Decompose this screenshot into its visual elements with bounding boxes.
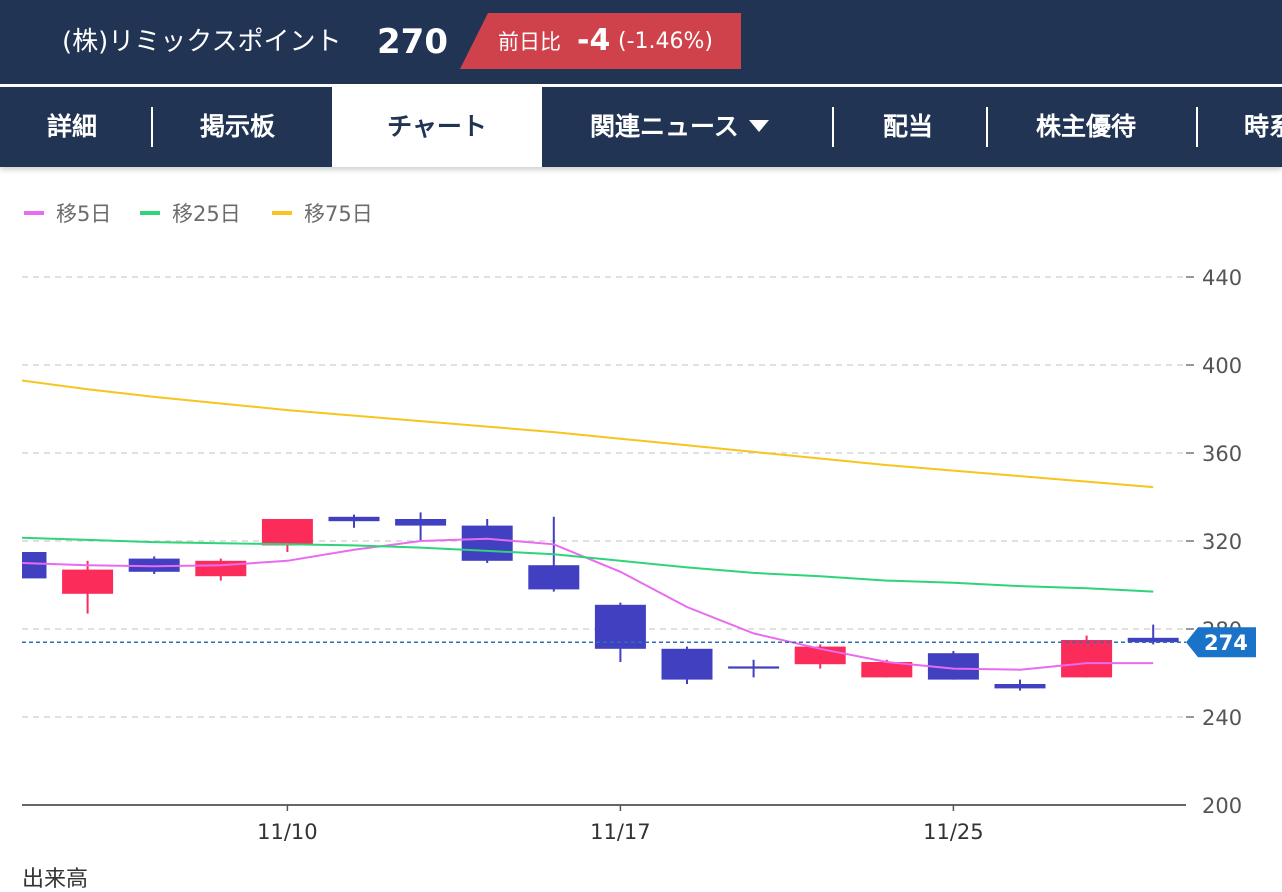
legend-item-ma25[interactable]: 移25日 xyxy=(140,200,241,228)
candle-body[interactable] xyxy=(994,684,1046,689)
candle-body[interactable] xyxy=(528,565,580,590)
y-tick-label: 440 xyxy=(1202,266,1242,290)
candle-body[interactable] xyxy=(1061,640,1113,678)
candle-body[interactable] xyxy=(0,552,47,579)
legend-label-ma25: 移25日 xyxy=(172,202,241,226)
ma-line-2 xyxy=(22,379,1154,489)
x-tick-label: 11/25 xyxy=(923,820,984,844)
plot-area xyxy=(0,379,1179,691)
legend-swatch-ma5 xyxy=(24,211,44,215)
change-value: -4 xyxy=(577,23,611,58)
x-tick-label: 11/10 xyxy=(257,820,318,844)
candle-body[interactable] xyxy=(328,516,380,522)
candle-body[interactable] xyxy=(1127,637,1179,643)
legend-item-ma5[interactable]: 移5日 xyxy=(24,200,111,228)
change-percent: (-1.46%) xyxy=(618,29,713,54)
candle-body[interactable] xyxy=(728,666,780,669)
candle-body[interactable] xyxy=(261,519,313,546)
y-tick-label: 320 xyxy=(1202,530,1242,554)
caret-down-icon xyxy=(748,120,769,132)
stock-header: (株)リミックスポイント 270 前日比 -4 (-1.46%) xyxy=(0,0,1282,84)
candle-body[interactable] xyxy=(661,648,713,680)
current-price-label: 274 xyxy=(1204,631,1248,655)
tab-shareholder-benefits[interactable]: 株主優待 xyxy=(1036,112,1137,141)
tab-details[interactable]: 詳細 xyxy=(47,112,98,141)
legend-label-ma75: 移75日 xyxy=(304,202,373,226)
tab-dividend[interactable]: 配当 xyxy=(883,112,934,141)
tab-bar: 詳細 掲示板 チャート 関連ニュース 配当 株主優待 時系 xyxy=(0,87,1282,167)
stock-name: (株)リミックスポイント xyxy=(62,27,342,57)
tab-separator xyxy=(986,107,988,147)
tab-news-label: 関連ニュース xyxy=(590,112,739,141)
y-tick-label: 240 xyxy=(1202,706,1242,730)
ma-line-1 xyxy=(22,536,1154,593)
candle-body[interactable] xyxy=(62,569,114,594)
tab-separator xyxy=(1196,107,1198,147)
x-tick-label: 11/17 xyxy=(590,820,651,844)
current-price-tag xyxy=(1186,627,1256,658)
candle-body[interactable] xyxy=(461,525,513,561)
legend-swatch-ma25 xyxy=(140,211,160,215)
stock-price: 270 xyxy=(377,22,448,62)
tab-timeseries[interactable]: 時系 xyxy=(1244,112,1282,141)
legend-item-ma75[interactable]: 移75日 xyxy=(272,200,373,228)
y-tick-label: 360 xyxy=(1202,442,1242,466)
tab-board[interactable]: 掲示板 xyxy=(200,112,276,141)
change-label: 前日比 xyxy=(498,30,561,54)
tab-separator xyxy=(151,107,153,147)
candle-body[interactable] xyxy=(395,519,447,526)
tab-news[interactable]: 関連ニュース xyxy=(590,87,769,167)
legend-label-ma5: 移5日 xyxy=(56,202,112,226)
candle-body[interactable] xyxy=(861,662,913,678)
tab-separator xyxy=(832,107,834,147)
volume-section-title: 出来高 xyxy=(22,867,89,892)
candle-body[interactable] xyxy=(128,558,180,572)
tab-chart[interactable]: チャート xyxy=(332,87,542,167)
legend-swatch-ma75 xyxy=(272,211,292,215)
change-badge xyxy=(460,13,741,69)
y-tick-label: 400 xyxy=(1202,354,1242,378)
y-tick-label: 200 xyxy=(1202,794,1242,818)
